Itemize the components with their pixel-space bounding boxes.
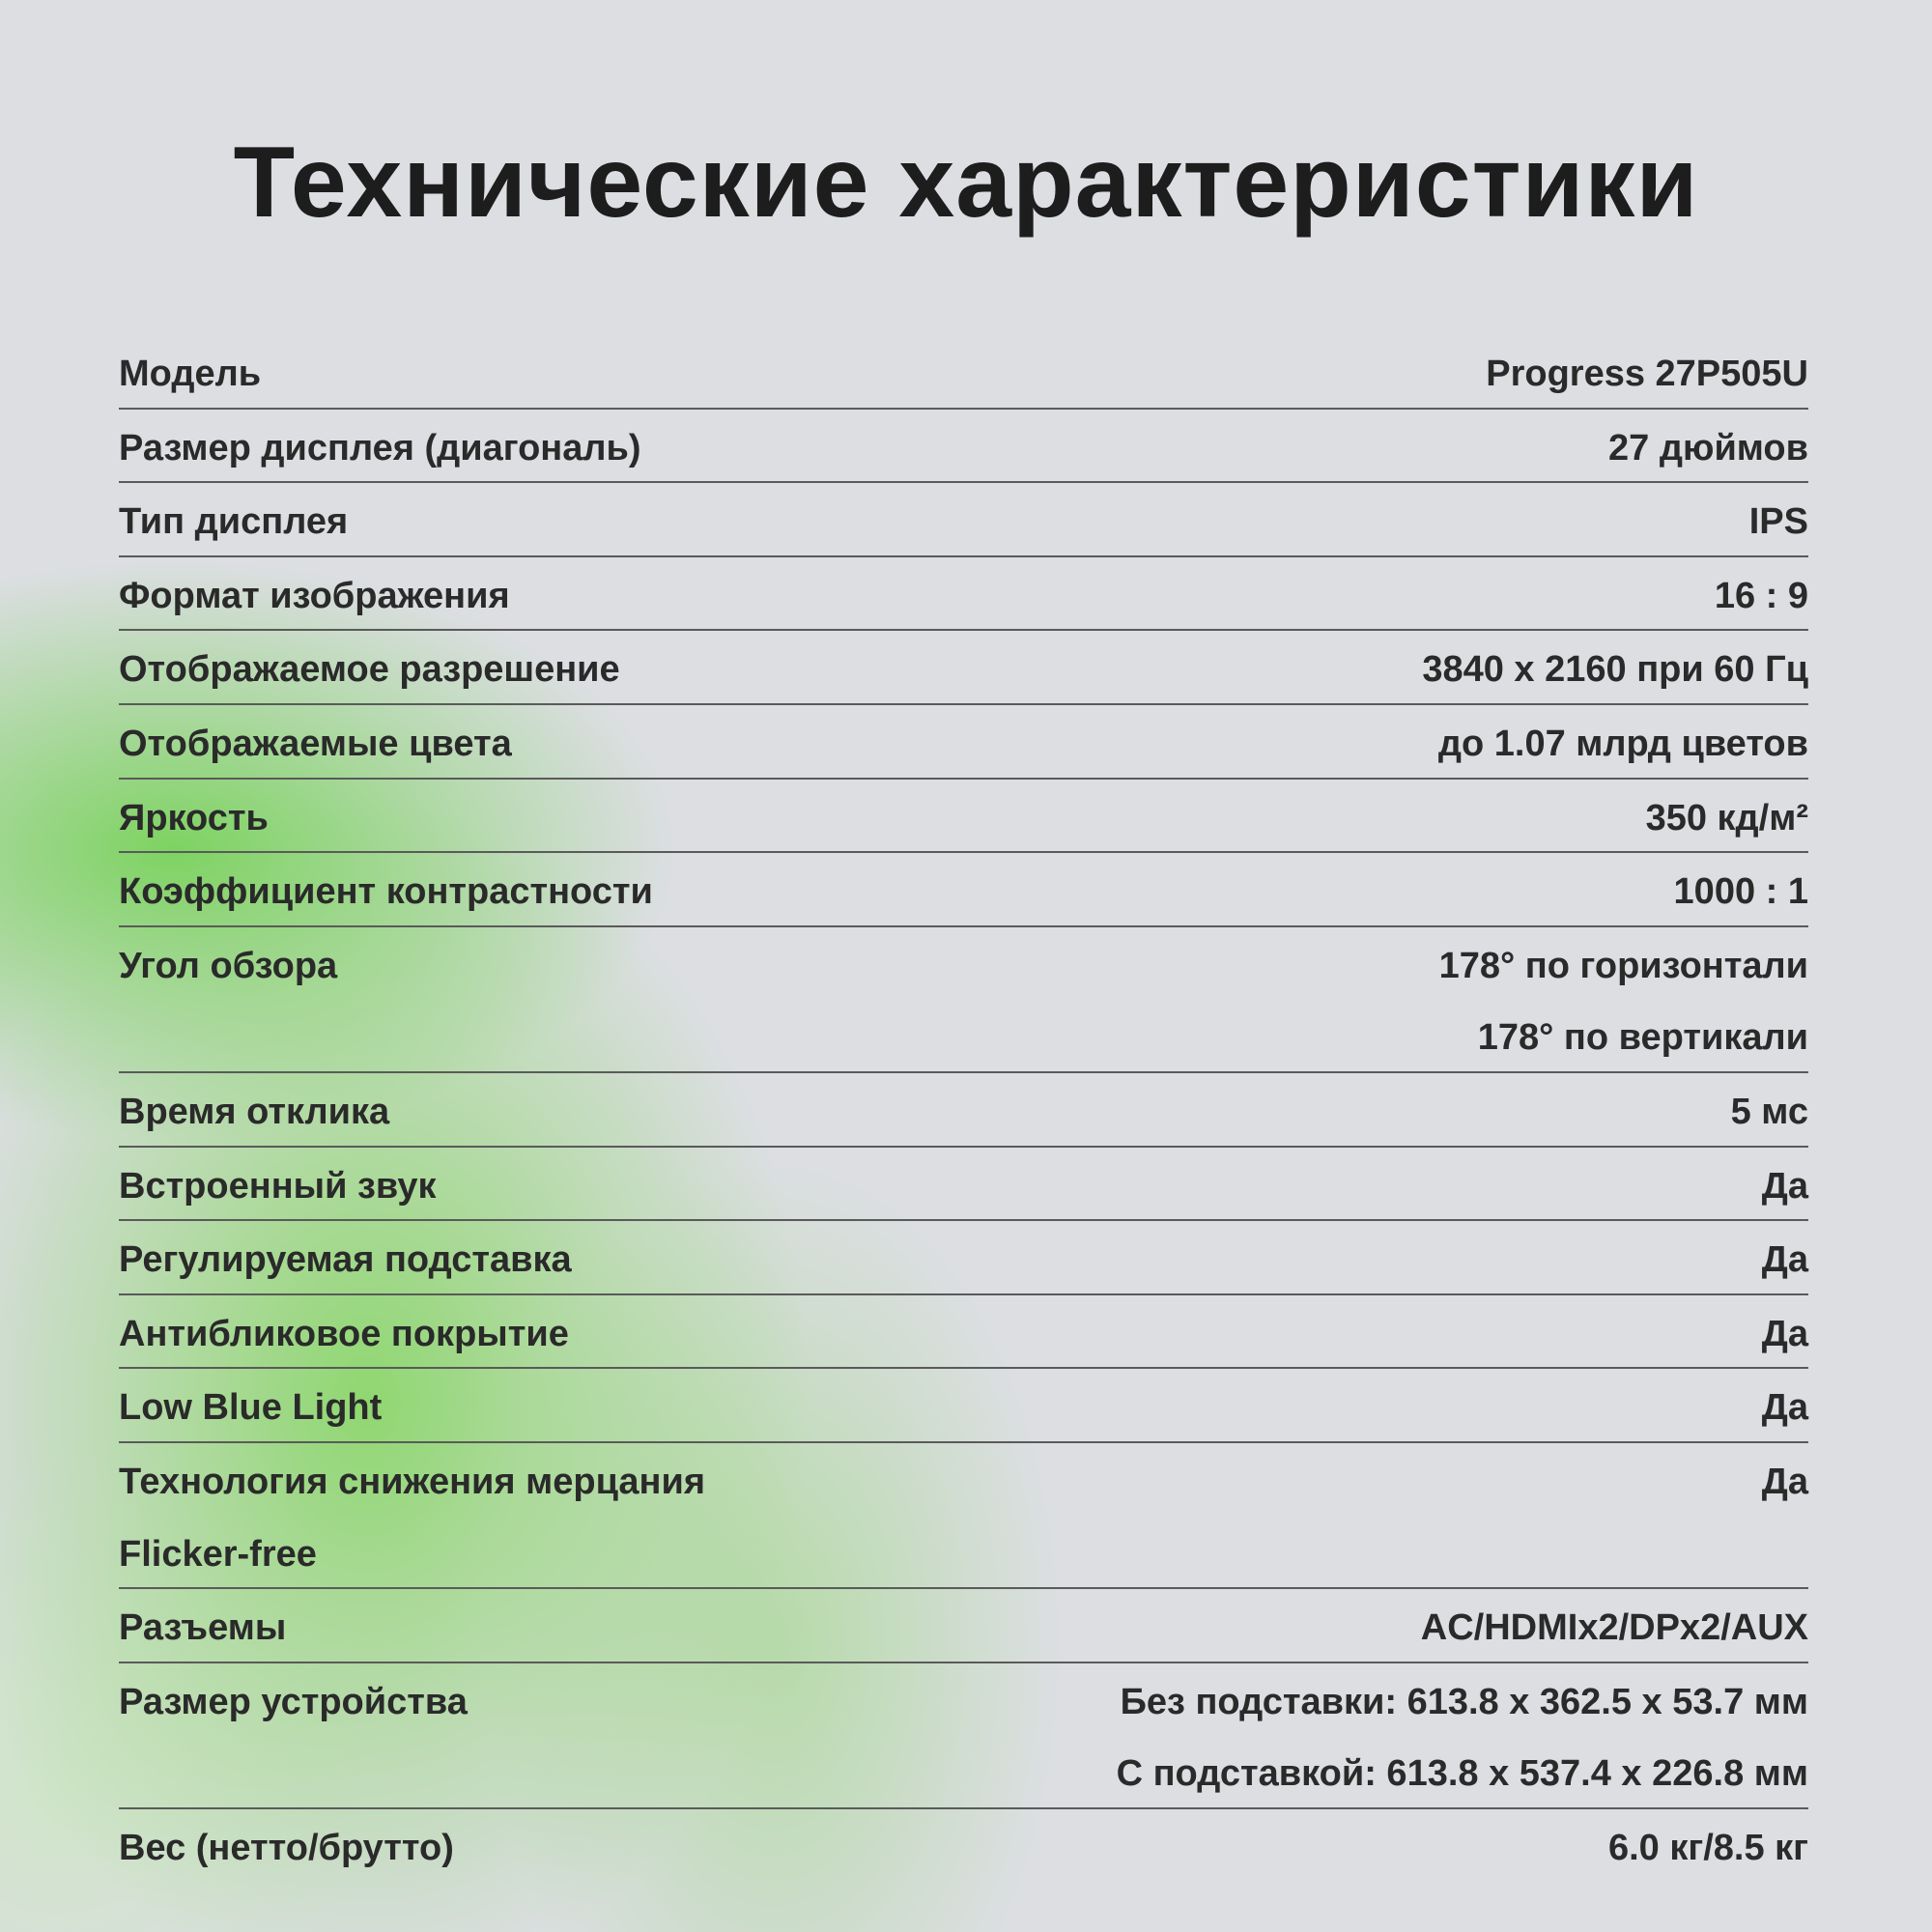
spec-value: Без подставки: 613.8 x 362.5 x 53.7 мм	[1120, 1681, 1808, 1722]
spec-value-cell: Да	[1762, 1295, 1808, 1368]
spec-value-cell: 1000 : 1	[1674, 853, 1808, 925]
spec-label: Отображаемое разрешение	[119, 649, 620, 691]
spec-value: IPS	[1748, 501, 1808, 543]
page-title: Технические характеристики	[233, 127, 1699, 239]
spec-value: Да	[1761, 1461, 1808, 1502]
spec-value: С подставкой: 613.8 x 537.4 x 226.8 мм	[1116, 1753, 1808, 1795]
spec-label-cell: Технология снижения мерцания Flicker-free	[119, 1443, 705, 1587]
spec-value: 1000 : 1	[1673, 871, 1808, 913]
spec-label: Угол обзора	[119, 945, 338, 986]
spec-label: Технология снижения мерцания	[119, 1461, 706, 1502]
spec-row: Отображаемые цвета до 1.07 млрд цветов	[119, 705, 1808, 780]
spec-label-cell: Яркость	[119, 780, 269, 852]
spec-value: 3840 x 2160 при 60 Гц	[1422, 649, 1808, 691]
spec-label-cell: Регулируемая подставка	[119, 1221, 572, 1293]
spec-value: Да	[1761, 1313, 1808, 1354]
spec-label	[119, 1735, 468, 1807]
spec-row: Угол обзора 178° по горизонтали 178° по ве…	[119, 927, 1808, 1073]
spec-label-cell: Модель	[119, 335, 261, 408]
spec-value: Progress 27P505U	[1486, 354, 1808, 394]
spec-label: Коэффициент контрастности	[119, 871, 653, 913]
spec-value-cell: Progress 27P505U	[1486, 335, 1808, 408]
spec-label-cell: Размер дисплея (диагональ)	[119, 410, 641, 482]
spec-label-cell: Формат изображения	[119, 557, 510, 630]
spec-label: Размер дисплея (диагональ)	[119, 427, 641, 469]
spec-row: Размер дисплея (диагональ) 27 дюймов	[119, 410, 1808, 484]
spec-row: Технология снижения мерцания Flicker-free…	[119, 1443, 1808, 1590]
spec-value: Да	[1761, 1165, 1808, 1207]
spec-value-cell: Да	[1762, 1443, 1808, 1587]
spec-row: Модель Progress 27P505U	[119, 335, 1808, 410]
spec-value: 16 : 9	[1714, 575, 1808, 616]
spec-value: AC/HDMIx2/DPx2/AUX	[1420, 1607, 1808, 1649]
spec-value-cell: до 1.07 млрд цветов	[1438, 705, 1808, 778]
spec-label-cell: Отображаемое разрешение	[119, 631, 620, 703]
spec-label-cell: Тип дисплея	[119, 483, 348, 555]
spec-value-cell: Да	[1762, 1369, 1808, 1441]
spec-value-cell: Без подставки: 613.8 x 362.5 x 53.7 мм С …	[1117, 1663, 1808, 1807]
spec-label: Разъемы	[119, 1607, 287, 1649]
spec-value-cell: 350 кд/м²	[1646, 780, 1808, 852]
spec-label-cell: Разъемы	[119, 1589, 286, 1662]
spec-row: Вес (нетто/брутто) 6.0 кг/8.5 кг	[119, 1809, 1808, 1882]
spec-label: Время отклика	[119, 1091, 390, 1132]
spec-label: Встроенный звук	[119, 1165, 437, 1207]
spec-value-cell: 6.0 кг/8.5 кг	[1608, 1809, 1808, 1882]
spec-row: Регулируемая подставка Да	[119, 1221, 1808, 1295]
spec-label-cell: Low Blue Light	[119, 1369, 382, 1441]
spec-row: Размер устройства Без подставки: 613.8 x …	[119, 1663, 1808, 1809]
spec-label: Flicker-free	[119, 1533, 317, 1575]
spec-label: Регулируемая подставка	[119, 1239, 572, 1281]
spec-value: 350 кд/м²	[1645, 797, 1808, 838]
spec-label-cell: Угол обзора	[119, 927, 337, 1071]
spec-label-cell: Отображаемые цвета	[119, 705, 512, 778]
spec-label-cell: Размер устройства	[119, 1663, 468, 1807]
spec-row: Время отклика 5 мс	[119, 1073, 1808, 1148]
spec-value-cell: 16 : 9	[1715, 557, 1808, 630]
spec-label-cell: Вес (нетто/брутто)	[119, 1809, 454, 1882]
spec-row: Коэффициент контрастности 1000 : 1	[119, 853, 1808, 927]
spec-row: Разъемы AC/HDMIx2/DPx2/AUX	[119, 1589, 1808, 1663]
spec-value-cell: 27 дюймов	[1608, 410, 1808, 482]
spec-value: 178° по вертикали	[1477, 1017, 1808, 1059]
spec-value-cell: 178° по горизонтали 178° по вертикали	[1439, 927, 1808, 1071]
spec-label: Размер устройства	[119, 1681, 468, 1722]
spec-label-cell: Время отклика	[119, 1073, 389, 1146]
spec-value-cell: 5 мс	[1731, 1073, 1808, 1146]
spec-row: Low Blue Light Да	[119, 1369, 1808, 1443]
spec-row: Формат изображения 16 : 9	[119, 557, 1808, 632]
spec-label: Отображаемые цвета	[119, 723, 512, 764]
spec-value-cell: IPS	[1749, 483, 1808, 555]
spec-label-cell: Коэффициент контрастности	[119, 853, 653, 925]
spec-row: Отображаемое разрешение 3840 x 2160 при 6…	[119, 631, 1808, 705]
spec-value-cell: AC/HDMIx2/DPx2/AUX	[1421, 1589, 1808, 1662]
spec-value-cell: Да	[1762, 1221, 1808, 1293]
spec-value-cell: Да	[1762, 1148, 1808, 1220]
spec-value: 5 мс	[1730, 1091, 1808, 1132]
spec-row: Тип дисплея IPS	[119, 483, 1808, 557]
spec-label: Тип дисплея	[119, 501, 349, 543]
spec-label: Формат изображения	[119, 575, 510, 616]
spec-row: Встроенный звук Да	[119, 1148, 1808, 1222]
specs-table: Модель Progress 27P505U Размер дисплея (ди…	[119, 335, 1808, 1881]
spec-label: Антибликовое покрытие	[119, 1313, 569, 1354]
spec-label: Low Blue Light	[119, 1387, 383, 1429]
spec-value: Да	[1761, 1239, 1808, 1281]
spec-label: Вес (нетто/брутто)	[119, 1827, 454, 1868]
spec-label-cell: Антибликовое покрытие	[119, 1295, 569, 1368]
spec-value-cell: 3840 x 2160 при 60 Гц	[1422, 631, 1808, 703]
spec-value: 6.0 кг/8.5 кг	[1607, 1827, 1808, 1868]
spec-row: Яркость 350 кд/м²	[119, 780, 1808, 854]
spec-label-cell: Встроенный звук	[119, 1148, 436, 1220]
spec-value: 178° по горизонтали	[1438, 945, 1808, 986]
spec-label	[119, 999, 337, 1071]
spec-value: до 1.07 млрд цветов	[1437, 723, 1808, 764]
spec-row: Антибликовое покрытие Да	[119, 1295, 1808, 1370]
spec-label: Модель	[119, 354, 262, 394]
spec-label: Яркость	[119, 797, 269, 838]
spec-value: 27 дюймов	[1608, 427, 1808, 469]
spec-value: Да	[1761, 1387, 1808, 1429]
